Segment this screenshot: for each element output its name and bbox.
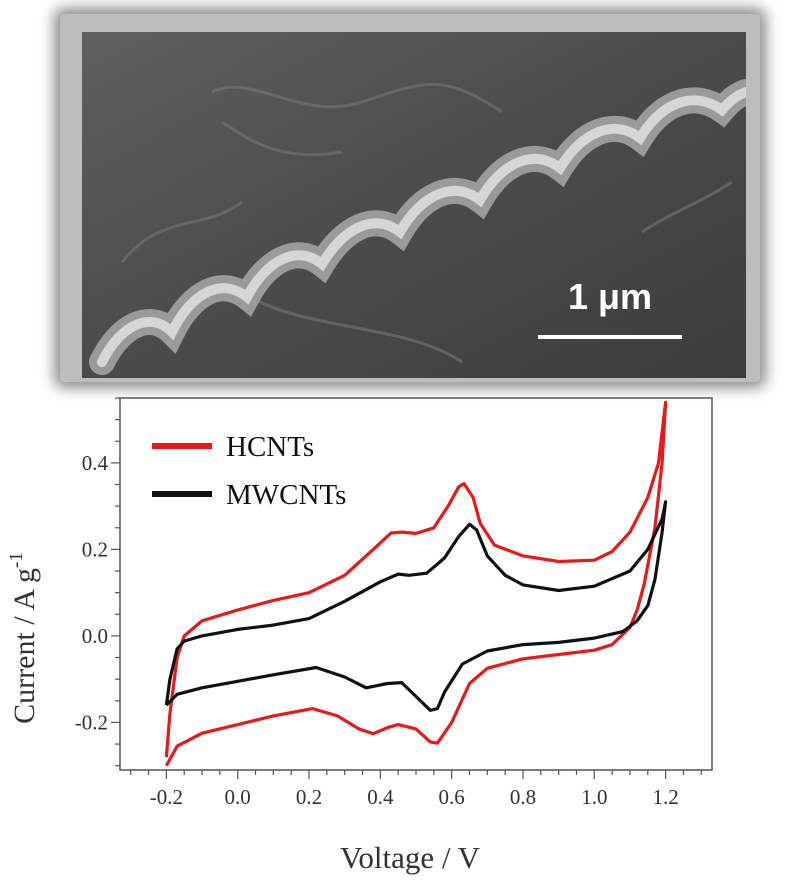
series-line-hcnts: [164, 400, 668, 767]
x-tick-label: 0.0: [225, 785, 251, 809]
background-fibres: [120, 83, 733, 364]
y-tick-label: 0.0: [82, 624, 108, 648]
legend: HCNTs MWCNTs: [152, 431, 346, 511]
y-tick-label: 0.4: [82, 451, 109, 475]
x-axis-label: Voltage / V: [340, 840, 481, 875]
cyclic-voltammogram: -0.2 0.0 0.2 0.4 0.6 0.8 1.0 1.2 -0.2 0.0 0.2 0.4 H…: [6, 397, 713, 875]
x-tick-label: 0.6: [439, 785, 465, 809]
y-axis-label-text: Current / A g: [8, 568, 41, 724]
x-tick-label: 1.0: [581, 785, 607, 809]
x-tick-label: -0.2: [150, 785, 183, 809]
helical-nanotube: [89, 79, 746, 375]
x-tick-label: 0.8: [510, 785, 536, 809]
x-tick-label: 0.2: [296, 785, 322, 809]
axes: -0.2 0.0 0.2 0.4 0.6 0.8 1.0 1.2 -0.2 0.0 0.2 0.4: [75, 397, 713, 809]
scale-bar-label: 1 μm: [568, 276, 652, 317]
series-layer: [164, 400, 668, 767]
legend-label-mwcnts: MWCNTs: [226, 479, 346, 511]
plot-frame: [119, 397, 713, 771]
x-tick-label: 1.2: [653, 785, 679, 809]
y-tick-label: 0.2: [82, 537, 108, 561]
sem-micrograph: 1 μm: [82, 32, 746, 378]
y-axis-label-superscript: -1: [6, 552, 27, 568]
series-line-mwcnts: [164, 500, 668, 712]
y-axis-label: Current / A g-1: [6, 552, 41, 724]
x-tick-label: 0.4: [367, 785, 394, 809]
legend-label-hcnts: HCNTs: [226, 431, 314, 463]
y-tick-label: -0.2: [75, 710, 108, 734]
